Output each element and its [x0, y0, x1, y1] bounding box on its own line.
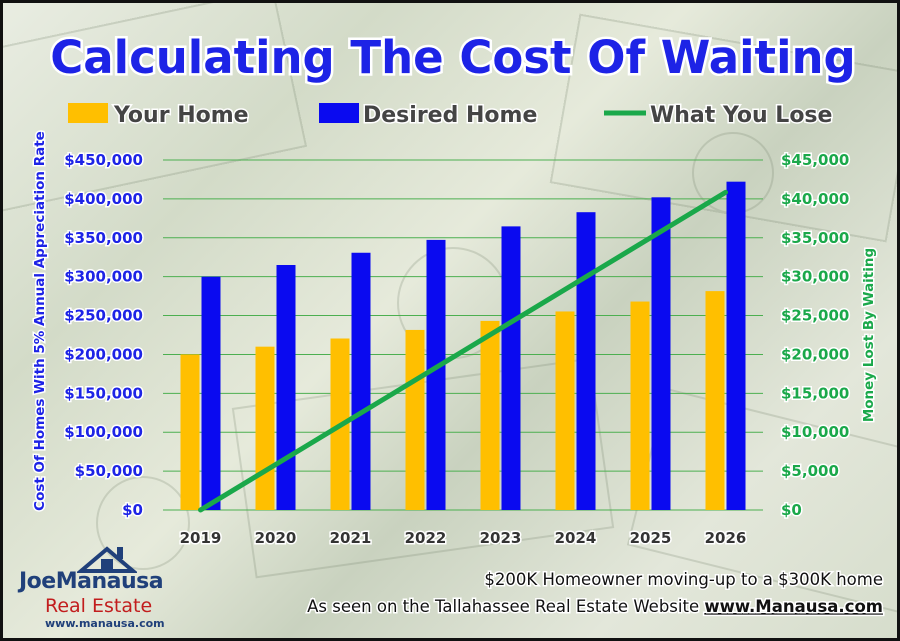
bar-your-home [405, 329, 425, 510]
y-tick-left: $300,000 [64, 268, 143, 286]
y-tick-left: $350,000 [64, 229, 143, 247]
y-tick-right: $5,000 [781, 462, 839, 480]
bar-desired-home [501, 226, 521, 510]
logo-url: www.manausa.com [45, 617, 165, 630]
bar-desired-home [351, 252, 371, 510]
y-tick-left: $400,000 [64, 190, 143, 208]
bar-desired-home [201, 276, 221, 510]
line-what-you-lose [198, 189, 728, 513]
y-tick-right: $35,000 [781, 229, 849, 247]
y-tick-left: $0 [122, 501, 143, 519]
company-logo[interactable]: JoeManausa Real Estate www.manausa.com [15, 543, 195, 635]
footer-source: As seen on the Tallahassee Real Estate W… [307, 597, 883, 616]
y-tick-right: $10,000 [781, 423, 849, 441]
y-tick-right: $20,000 [781, 345, 849, 363]
y-tick-left: $250,000 [64, 307, 143, 325]
legend-label-desired-home: Desired Home [363, 103, 537, 128]
bar-desired-home [651, 197, 671, 510]
bar-desired-home [426, 239, 446, 510]
chart-canvas: Calculating The Cost Of Waiting Your Hom… [31, 29, 885, 618]
y-tick-right: $40,000 [781, 190, 849, 208]
gridlines [163, 159, 763, 511]
bar-your-home [555, 311, 575, 510]
loss-line [198, 189, 728, 513]
x-tick: 2024 [555, 529, 597, 547]
bar-desired-home [726, 181, 746, 510]
legend-label-your-home: Your Home [113, 103, 249, 128]
x-tick: 2026 [705, 529, 747, 547]
bar-your-home [630, 301, 650, 510]
chart-title: Calculating The Cost Of Waiting [50, 31, 856, 84]
y-tick-left: $100,000 [64, 423, 143, 441]
legend-swatch-desired-home [319, 103, 359, 123]
legend-label-what-you-lose: What You Lose [650, 103, 832, 128]
y-tick-right: $25,000 [781, 307, 849, 325]
footer-caption: $200K Homeowner moving-up to a $300K hom… [484, 570, 883, 589]
house-icon [77, 546, 137, 573]
legend: Your Home Desired Home What You Lose [68, 102, 834, 130]
bar-your-home [480, 320, 500, 510]
x-tick: 2019 [180, 529, 222, 547]
bar-your-home [180, 354, 200, 510]
bars [180, 181, 746, 510]
y-axis-left-label: Cost Of Homes With 5% Annual Appreciatio… [32, 131, 48, 511]
bar-your-home [705, 291, 725, 510]
bar-desired-home [576, 212, 596, 510]
y-tick-left: $150,000 [64, 384, 143, 402]
x-tick: 2023 [480, 529, 522, 547]
bar-your-home [255, 346, 275, 510]
y-axis-right-label: Money Lost By Waiting [861, 248, 877, 422]
x-tick: 2022 [405, 529, 447, 547]
tick-labels: $0 $0 $50,000 $5,000 $100,000 $10,000 $150,000… [63, 150, 851, 549]
y-tick-right: $0 [781, 501, 802, 519]
x-tick: 2025 [630, 529, 672, 547]
logo-subtitle: Real Estate [45, 595, 153, 617]
y-tick-left: $200,000 [64, 345, 143, 363]
y-tick-right: $45,000 [781, 151, 849, 169]
legend-swatch-your-home [68, 103, 108, 123]
footer-website-link[interactable]: www.Manausa.com [703, 596, 885, 618]
x-tick: 2021 [330, 529, 372, 547]
y-tick-right: $30,000 [781, 268, 849, 286]
y-tick-right: $15,000 [781, 384, 849, 402]
x-tick: 2020 [255, 529, 297, 547]
bar-desired-home [276, 265, 296, 510]
footer-source-text: As seen on the Tallahassee Real Estate W… [307, 597, 704, 616]
y-tick-left: $50,000 [75, 462, 143, 480]
logo-name: JoeManausa [19, 569, 164, 594]
y-tick-left: $450,000 [64, 151, 143, 169]
